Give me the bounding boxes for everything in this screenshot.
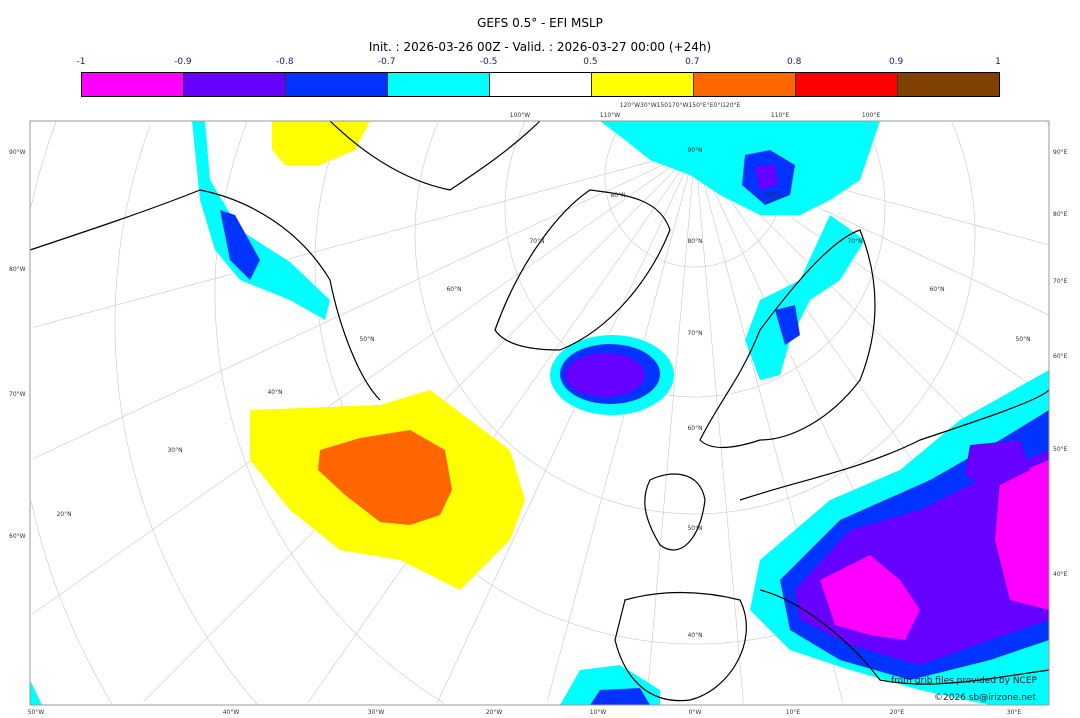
colorbar-segment xyxy=(82,73,184,96)
coordinate-label: 70°E xyxy=(1053,278,1068,285)
efi-region-blue xyxy=(775,305,800,345)
map-border xyxy=(29,120,1050,706)
efi-region-magenta xyxy=(995,460,1049,610)
efi-region-purple xyxy=(755,165,778,190)
coastlines xyxy=(29,120,1050,702)
meridian xyxy=(33,149,696,328)
parallel xyxy=(30,121,113,705)
coordinate-label: 110°W xyxy=(600,112,620,119)
map-labels: 90°W 80°W 70°W 60°W 90°E 80°E 70°E 60°E 50°E 40°E… xyxy=(9,102,1068,716)
colorbar-tick-label: -0.7 xyxy=(377,57,396,67)
coordinate-label: 20°W xyxy=(486,709,503,716)
coordinate-label: 90°W xyxy=(9,149,26,156)
efi-region-yellow xyxy=(272,121,370,165)
coordinate-label: 40°W xyxy=(223,709,240,716)
efi-region-cyan xyxy=(192,121,330,320)
colorbar-segment xyxy=(694,73,796,96)
efi-region-blue xyxy=(590,688,650,705)
colorbar-segment xyxy=(184,73,286,96)
coordinate-label: 40°N xyxy=(687,632,702,639)
colorbar xyxy=(81,72,1000,97)
chart-title: GEFS 0.5° - EFI MSLP xyxy=(477,16,603,30)
colorbar-tick-label: -0.9 xyxy=(174,57,192,67)
coordinate-label: 0°W xyxy=(689,709,702,716)
coordinate-label: 60°N xyxy=(687,425,702,432)
colorbar-tick-label: -0.8 xyxy=(275,57,294,67)
coordinate-label: 100°E xyxy=(862,112,880,119)
coordinate-label: 90°N xyxy=(687,147,702,154)
meridian xyxy=(646,149,696,703)
source-credit: from grib files provided by NCEP xyxy=(891,676,1037,686)
coordinate-label: 50°E xyxy=(1053,446,1068,453)
coordinate-label: 110°E xyxy=(771,112,789,119)
parallel xyxy=(114,125,258,705)
efi-region-cyan xyxy=(30,680,42,705)
coordinate-label: 50°N xyxy=(1015,336,1030,343)
meridian xyxy=(31,149,696,615)
efi-field xyxy=(30,121,1049,705)
coordinate-label: 50°N xyxy=(687,525,702,532)
efi-region-purple xyxy=(965,440,1030,490)
colorbar-segment xyxy=(898,73,999,96)
coordinate-label: 60°W xyxy=(9,533,26,540)
coordinate-label: 80°N xyxy=(687,238,702,245)
colorbar-segment xyxy=(286,73,388,96)
meridian xyxy=(547,149,696,701)
coordinate-label: 10°W xyxy=(590,709,607,716)
meridian xyxy=(33,149,696,459)
coordinate-label: 60°N xyxy=(446,286,461,293)
coordinate-label: 50°W xyxy=(28,709,45,716)
colorbar-tick-label: 0.7 xyxy=(685,57,700,67)
efi-region-cyan xyxy=(745,215,865,380)
coordinate-label: 20°E xyxy=(890,709,905,716)
meridian xyxy=(694,149,744,703)
coordinate-label: 90°E xyxy=(1053,149,1068,156)
coordinate-label: 70°N xyxy=(529,238,544,245)
coordinate-label: 70°N xyxy=(847,238,862,245)
coordinate-label: 30°W xyxy=(368,709,385,716)
colorbar-segment xyxy=(388,73,490,96)
coordinate-label: 80°W xyxy=(9,266,26,273)
copyright-credit: ©2026 sb@irizone.net xyxy=(934,693,1036,703)
colorbar-segment xyxy=(796,73,898,96)
coordinate-label: 100°W xyxy=(510,112,530,119)
meridian xyxy=(436,149,696,703)
coordinate-label: 80°N xyxy=(610,192,625,199)
colorbar-tick-label: 0.8 xyxy=(787,57,802,67)
efi-region-blue xyxy=(220,210,260,280)
coordinate-label: 20°N xyxy=(56,511,71,518)
coordinate-label: 50°N xyxy=(359,336,374,343)
coordinate-label: 120°W30°W150170°W150°E°E0°I120°E xyxy=(620,102,741,109)
coordinate-label: 40°N xyxy=(267,389,282,396)
coordinate-label: 10°E xyxy=(786,709,801,716)
coordinate-label: 80°N xyxy=(765,192,780,199)
coordinate-label: 60°N xyxy=(929,286,944,293)
efi-region-magenta xyxy=(820,555,920,640)
coordinate-label: 70°W xyxy=(9,391,26,398)
meridian xyxy=(307,149,696,704)
efi-region-orange xyxy=(318,430,452,525)
efi-region-cyan xyxy=(600,121,880,215)
colorbar-tick-label: -0.5 xyxy=(479,57,498,67)
colorbar-tick-label: 1 xyxy=(995,57,1001,67)
colorbar-tick-label: 0.9 xyxy=(888,57,904,67)
coordinate-label: 30°N xyxy=(167,447,182,454)
coordinate-label: 70°N xyxy=(687,330,702,337)
coordinate-label: 80°E xyxy=(1053,211,1068,218)
colorbar-segment xyxy=(592,73,694,96)
efi-region-purple xyxy=(565,353,645,397)
colorbar-tick-label: -1 xyxy=(76,57,86,67)
coordinate-label: 40°E xyxy=(1053,571,1068,578)
chart-subtitle: Init. : 2026-03-26 00Z - Valid. : 2026-0… xyxy=(368,40,712,54)
colorbar-tick-label: 0.5 xyxy=(583,57,598,67)
colorbar-segment xyxy=(490,73,592,96)
coordinate-label: 60°E xyxy=(1053,353,1068,360)
parallel xyxy=(414,122,976,515)
coordinate-label: 30°E xyxy=(1007,709,1022,716)
